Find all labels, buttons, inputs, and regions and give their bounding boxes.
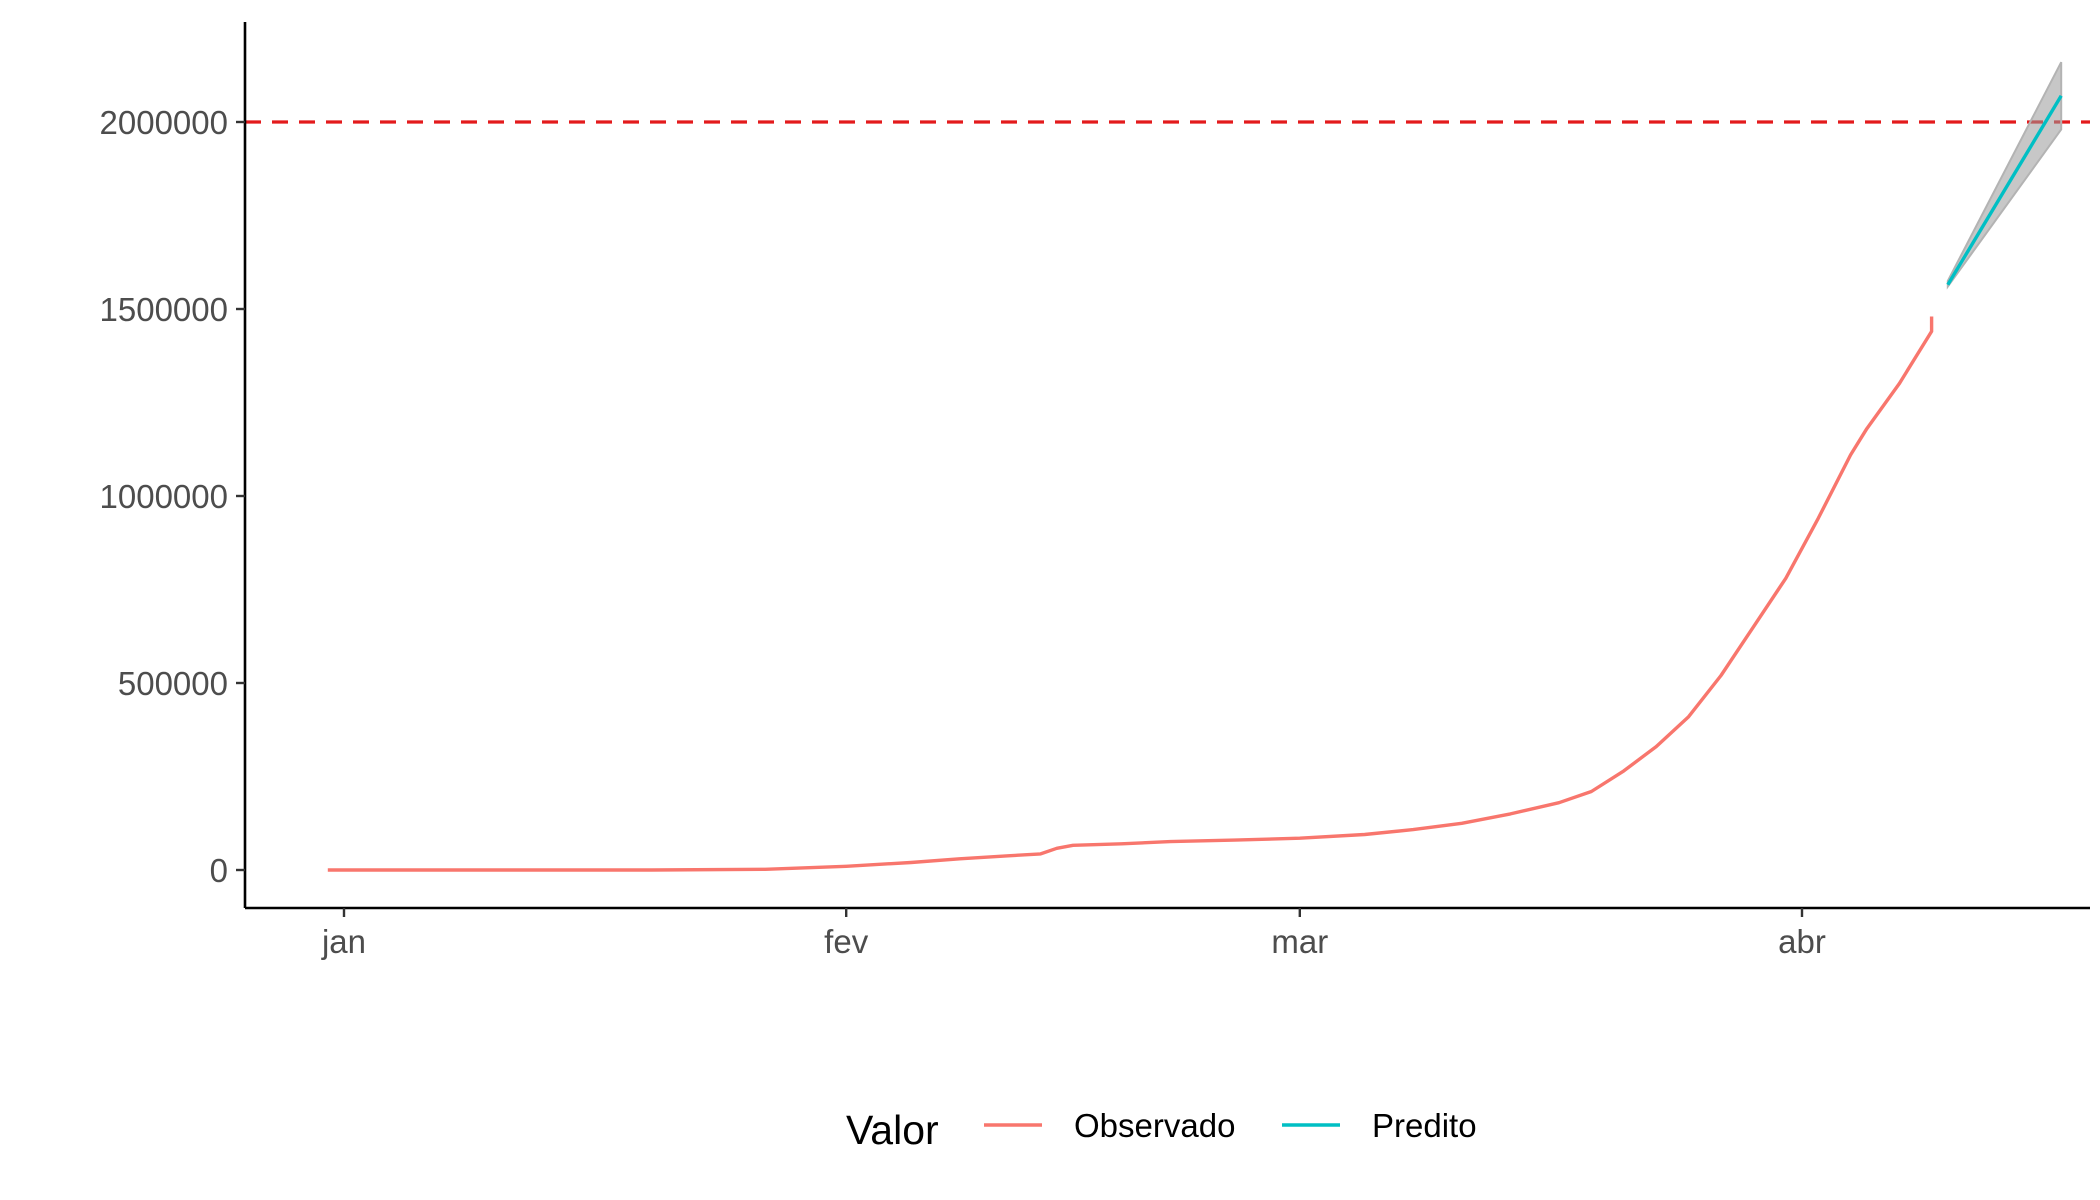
axes: 0 500000 1000000 1500000 2000000 jan fev mar abr xyxy=(100,22,2090,960)
y-tick-label: 2000000 xyxy=(100,104,228,141)
x-tick-label: abr xyxy=(1778,923,1826,960)
y-tick-label: 500000 xyxy=(118,665,228,702)
y-tick-label: 1000000 xyxy=(100,478,228,515)
series-line-observado xyxy=(327,316,1934,872)
y-tick-label: 0 xyxy=(210,852,228,889)
series-line-predito xyxy=(1946,94,2063,286)
plot-area xyxy=(245,61,2090,872)
legend: Valor Observado Predito xyxy=(846,1107,1477,1153)
legend-label-predito: Predito xyxy=(1372,1107,1477,1144)
legend-title: Valor xyxy=(846,1107,939,1153)
confidence-band-predito xyxy=(1946,61,2063,290)
legend-label-observado: Observado xyxy=(1074,1107,1235,1144)
x-tick-label: jan xyxy=(321,923,366,960)
y-tick-label: 1500000 xyxy=(100,291,228,328)
x-tick-label: mar xyxy=(1271,923,1328,960)
x-tick-label: fev xyxy=(824,923,869,960)
